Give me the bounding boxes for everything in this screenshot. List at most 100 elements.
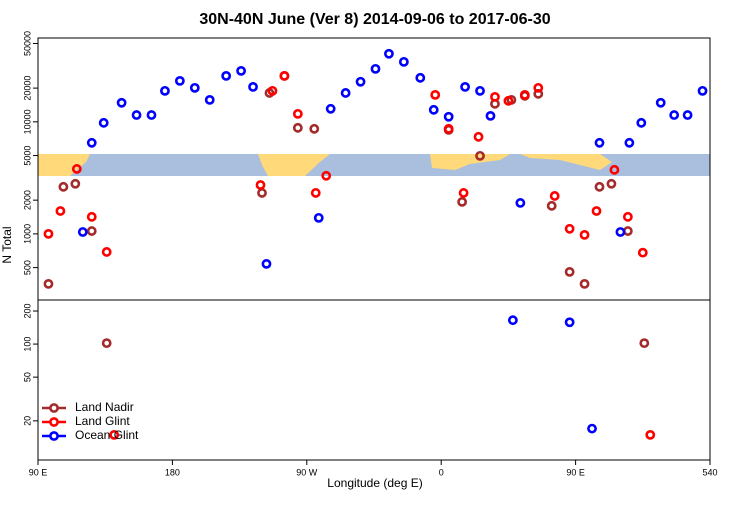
point: [473, 131, 484, 142]
y-tick-label: 20000: [22, 76, 32, 101]
chart-title: 30N-40N June (Ver 8) 2014-09-06 to 2017-…: [199, 11, 550, 28]
point: [109, 429, 120, 440]
y-tick-label: 10000: [22, 109, 32, 134]
point: [116, 97, 127, 108]
point: [101, 247, 112, 257]
point: [515, 198, 526, 208]
point: [636, 117, 647, 128]
point: [415, 72, 426, 83]
point: [355, 76, 366, 87]
y-tick-label: 100: [22, 337, 32, 352]
point: [458, 188, 469, 198]
point: [587, 423, 597, 434]
point: [669, 110, 680, 120]
point: [267, 85, 278, 96]
x-tick-label: 90 E: [566, 467, 585, 477]
legend-marker: [49, 417, 59, 427]
point: [428, 104, 439, 115]
point: [313, 212, 324, 223]
point: [131, 110, 142, 120]
point: [594, 181, 605, 192]
point: [261, 258, 272, 269]
y-tick-label: 500: [22, 260, 32, 275]
point: [146, 110, 157, 120]
point: [533, 82, 544, 93]
point: [637, 247, 648, 258]
x-tick-label: 180: [165, 467, 180, 477]
point: [457, 196, 468, 207]
point: [579, 278, 590, 289]
point: [564, 266, 575, 277]
point: [292, 122, 303, 133]
point: [70, 178, 81, 189]
point: [507, 315, 518, 326]
point: [248, 82, 258, 92]
point: [257, 188, 267, 198]
point: [443, 111, 454, 122]
point: [43, 228, 54, 239]
legend-label: Ocean Glint: [75, 428, 139, 442]
y-tick-label: 50000: [22, 31, 32, 56]
point: [594, 137, 605, 148]
point: [321, 170, 332, 181]
point: [279, 71, 290, 81]
point: [546, 200, 557, 211]
point: [564, 223, 575, 234]
point: [519, 89, 530, 100]
point: [43, 278, 54, 289]
point: [475, 150, 485, 161]
point: [622, 211, 633, 222]
legend-marker: [49, 403, 59, 413]
point: [255, 180, 266, 190]
point: [98, 117, 109, 128]
point: [55, 206, 66, 216]
point: [310, 188, 321, 198]
point: [655, 97, 666, 108]
y-tick-label: 50: [22, 372, 32, 382]
point: [174, 75, 185, 86]
point: [682, 110, 693, 120]
point: [503, 95, 514, 106]
x-tick-label: 90 E: [29, 467, 48, 477]
point: [430, 89, 441, 100]
point: [86, 226, 97, 236]
legend-marker: [49, 431, 59, 441]
point: [645, 429, 656, 440]
legend-label: Land Glint: [75, 414, 130, 428]
point: [475, 85, 485, 96]
point: [639, 338, 650, 349]
point: [384, 48, 394, 59]
point: [591, 206, 602, 216]
legend-label: Land Nadir: [75, 400, 134, 414]
point: [86, 211, 97, 222]
y-tick-label: 20: [22, 416, 32, 426]
point: [460, 82, 470, 92]
point: [606, 178, 617, 189]
point: [697, 85, 708, 96]
point: [221, 71, 232, 81]
x-axis-label: Longitude (deg E): [327, 476, 422, 490]
point: [370, 63, 381, 74]
point: [160, 85, 170, 96]
point: [609, 164, 620, 175]
point: [622, 226, 633, 236]
y-tick-label: 200: [22, 304, 32, 319]
point: [71, 164, 82, 174]
point: [325, 103, 336, 114]
point: [189, 82, 200, 93]
x-tick-label: 90 W: [296, 467, 318, 477]
y-tick-label: 1000: [22, 224, 32, 244]
x-tick-label: 540: [702, 467, 717, 477]
point: [398, 56, 409, 67]
map-band: [38, 154, 710, 176]
point: [204, 94, 215, 105]
point: [309, 123, 320, 134]
point: [549, 191, 560, 201]
lower-frame: [37, 299, 711, 461]
y-tick-label: 2000: [22, 190, 32, 210]
point: [86, 137, 97, 148]
y-axis-label: N Total: [0, 226, 14, 263]
point: [615, 227, 626, 237]
x-tick-label: 0: [439, 467, 444, 477]
